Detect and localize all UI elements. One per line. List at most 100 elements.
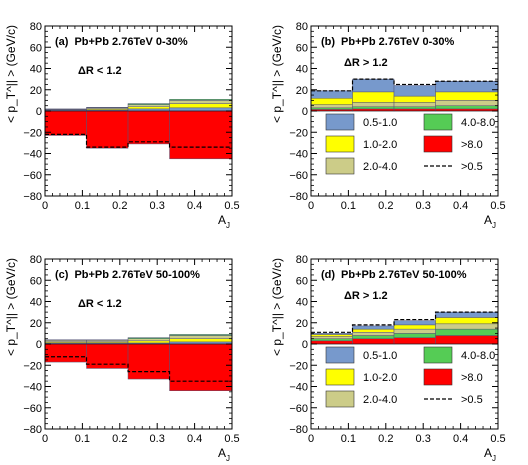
panel-b: −80 −60 −40 −20 0 20 40 60 80 0 0.1 0.2 0.3 0.4 0.5AJ <… — [270, 21, 506, 230]
panel-letter: (d) — [321, 269, 335, 281]
x-tick-label: 0.2 — [378, 433, 393, 445]
bar-segment — [393, 108, 436, 112]
bar-segment — [169, 335, 233, 339]
legend: 0.5-1.0 4.0-8.0 1.0-2.0 >8.0 2.0-4.0 >0.5 — [325, 346, 495, 408]
y-tick-label: −40 — [23, 382, 42, 394]
y-tick-label: 40 — [30, 64, 42, 76]
bar-segment — [352, 338, 395, 345]
x-tick-label: 0.3 — [150, 433, 165, 445]
bar-segment — [169, 343, 233, 391]
x-tick-label: 0.4 — [453, 200, 468, 212]
bar-segment — [352, 335, 395, 339]
y-tick-label: −20 — [289, 127, 308, 139]
legend-label: 2.0-4.0 — [363, 161, 397, 173]
y-tick-label: −40 — [23, 149, 42, 161]
y-tick-label: 0 — [36, 106, 42, 118]
bar-segment — [310, 90, 353, 99]
bar-segment — [393, 333, 436, 338]
x-tick-label: 0.5 — [490, 200, 505, 212]
y-tick-label: 20 — [296, 318, 308, 330]
bar-segment — [435, 108, 499, 112]
x-axis-label-main: A — [218, 213, 226, 227]
bar-segment — [393, 95, 436, 103]
legend-entry: 0.5-1.0 — [325, 113, 397, 131]
panel-letter: (b) — [321, 36, 335, 48]
y-tick-label: 80 — [296, 254, 308, 266]
y-tick-label: −20 — [289, 360, 308, 372]
x-axis-label: AJ — [218, 446, 230, 463]
bar-segment — [86, 339, 129, 341]
bar-segment — [352, 91, 395, 103]
panel-a: −80 −60 −40 −20 0 20 40 60 80 0 0.1 0.2 0.3 0.4 0.5AJ <… — [4, 21, 240, 230]
legend-label: >8.0 — [461, 372, 483, 384]
x-tick-label: 0.4 — [187, 200, 202, 212]
x-tick-label: 0.3 — [416, 200, 431, 212]
bar-segment — [310, 333, 353, 335]
bar-segment — [352, 332, 395, 336]
bar-segment — [393, 324, 436, 330]
legend-label: 0.5-1.0 — [363, 117, 397, 129]
x-axis-label-main: A — [484, 213, 492, 227]
panel-title: (b) Pb+Pb 2.76TeV 0-30% — [321, 36, 454, 48]
panel-d: −80 −60 −40 −20 0 20 40 60 80 0 0.1 0.2 0.3 0.4 0.5AJ <… — [270, 254, 506, 463]
y-tick-label: −60 — [23, 403, 42, 415]
bar-segment — [169, 100, 233, 104]
x-tick-label: 0.1 — [75, 433, 90, 445]
bar-segment — [310, 334, 353, 337]
total-line — [311, 311, 498, 333]
y-tick-label: −40 — [289, 149, 308, 161]
bar-segment — [310, 104, 353, 109]
bar-segment — [435, 105, 499, 110]
bar-segment — [393, 85, 436, 97]
x-tick-label: 0.3 — [150, 200, 165, 212]
bar-segment — [127, 338, 170, 342]
x-tick-label: 0.1 — [341, 200, 356, 212]
legend-swatch — [325, 390, 355, 408]
y-tick-label: −60 — [289, 403, 308, 415]
bar-segment — [169, 103, 233, 109]
bar-segment — [44, 343, 87, 363]
delta-r-annotation: ΔR > 1.2 — [344, 57, 388, 69]
y-tick-label: 40 — [30, 297, 42, 309]
y-tick-label: −60 — [23, 170, 42, 182]
x-axis-label-main: A — [218, 446, 226, 460]
bar-segment — [86, 110, 129, 149]
bar-segment — [127, 343, 170, 380]
legend-label: 4.0-8.0 — [461, 117, 495, 129]
y-axis-label: < p_T^|| > (GeV/c) — [4, 25, 18, 123]
y-tick-label: 0 — [302, 106, 308, 118]
y-tick-label: −20 — [23, 360, 42, 372]
legend-swatch — [423, 368, 453, 386]
legend-swatch — [325, 135, 355, 153]
panel-letter: (a) — [55, 36, 69, 48]
x-axis-label-sub: J — [226, 454, 230, 463]
bar-segment — [393, 320, 436, 326]
x-tick-label: 0 — [42, 200, 48, 212]
panel-title-text: Pb+Pb 2.76TeV 0-30% — [74, 36, 187, 48]
x-axis-label-sub: J — [226, 221, 230, 230]
bar-segment — [86, 107, 129, 109]
y-tick-label: −80 — [23, 424, 42, 436]
panel-title-text: Pb+Pb 2.76TeV 50-100% — [341, 269, 467, 281]
panel-c: −80 −60 −40 −20 0 20 40 60 80 0 0.1 0.2 0.3 0.4 0.5AJ <… — [4, 254, 240, 463]
y-tick-label: −80 — [289, 191, 308, 203]
legend-swatch — [325, 368, 355, 386]
bar-segment — [310, 338, 353, 342]
bar-segment — [169, 341, 233, 345]
legend-swatch — [325, 113, 355, 131]
bar-segment — [127, 337, 170, 339]
bar-segment — [352, 328, 395, 333]
legend-swatch — [423, 113, 453, 131]
x-axis-label: AJ — [218, 213, 230, 230]
panel-title-text: Pb+Pb 2.76TeV 0-30% — [341, 36, 454, 48]
bar-segment — [435, 323, 499, 330]
bar-segment — [127, 110, 170, 145]
x-tick-label: 0 — [308, 200, 314, 212]
y-tick-label: 60 — [296, 275, 308, 287]
legend-entry: >0.5 — [424, 161, 483, 173]
y-tick-label: 40 — [296, 64, 308, 76]
bar-segment — [127, 106, 170, 110]
x-tick-label: 0.4 — [187, 433, 202, 445]
y-tick-label: 0 — [302, 339, 308, 351]
y-axis-label: < p_T^|| > (GeV/c) — [4, 258, 18, 356]
